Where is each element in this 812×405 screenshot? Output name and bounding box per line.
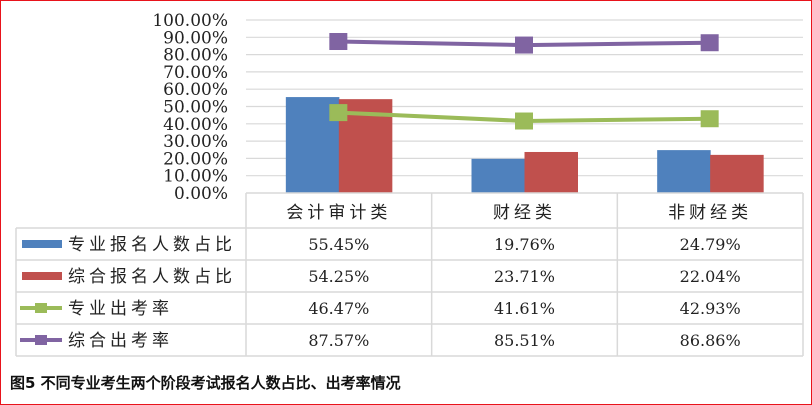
y-tick-label: 50.00% xyxy=(163,98,228,118)
category-header: 财经类 xyxy=(493,203,556,223)
legend-label: 专业报名人数占比 xyxy=(68,235,236,255)
y-tick-label: 70.00% xyxy=(163,63,228,83)
data-value: 42.93% xyxy=(680,299,741,318)
data-value: 19.76% xyxy=(494,235,555,254)
y-tick-label: 0.00% xyxy=(174,184,228,204)
legend-label: 综合报名人数占比 xyxy=(68,267,236,287)
square-marker-icon xyxy=(700,110,719,128)
data-value: 55.45% xyxy=(308,235,369,254)
legend-bar-swatch-icon xyxy=(22,272,62,280)
data-value: 86.86% xyxy=(680,331,741,350)
legend-label: 专业出考率 xyxy=(68,299,173,319)
data-value: 24.79% xyxy=(680,235,741,254)
y-tick-label: 90.00% xyxy=(163,28,228,48)
data-value: 87.57% xyxy=(308,331,369,350)
data-value: 46.47% xyxy=(308,299,369,318)
bar-professional-registration xyxy=(471,158,525,193)
square-marker-icon xyxy=(700,34,719,52)
y-tick-label: 100.00% xyxy=(152,11,228,31)
data-value: 41.61% xyxy=(494,299,555,318)
y-tick-label: 80.00% xyxy=(163,46,228,66)
data-value: 23.71% xyxy=(494,267,555,286)
square-marker-icon xyxy=(329,104,348,122)
bar-comprehensive-registration xyxy=(524,151,578,193)
data-value: 22.04% xyxy=(680,267,741,286)
y-tick-label: 20.00% xyxy=(163,149,228,169)
y-tick-label: 60.00% xyxy=(163,80,228,100)
square-marker-icon xyxy=(515,112,533,130)
category-header: 非财经类 xyxy=(668,203,752,223)
square-marker-icon xyxy=(329,33,348,51)
category-header: 会计审计类 xyxy=(286,203,391,223)
legend-label: 综合出考率 xyxy=(68,331,173,351)
figure-caption: 图5 不同专业考生两个阶段考试报名人数占比、出考率情况 xyxy=(10,374,401,392)
legend-bar-swatch-icon xyxy=(22,240,62,248)
y-tick-label: 40.00% xyxy=(163,115,228,135)
data-value: 85.51% xyxy=(494,331,555,350)
bar-comprehensive-registration xyxy=(710,154,764,193)
data-value: 54.25% xyxy=(308,267,369,286)
legend-marker-icon xyxy=(35,303,47,313)
square-marker-icon xyxy=(515,36,533,54)
y-tick-label: 10.00% xyxy=(163,167,228,187)
legend-marker-icon xyxy=(35,335,47,345)
y-tick-label: 30.00% xyxy=(163,132,228,152)
bar-professional-registration xyxy=(657,150,711,193)
